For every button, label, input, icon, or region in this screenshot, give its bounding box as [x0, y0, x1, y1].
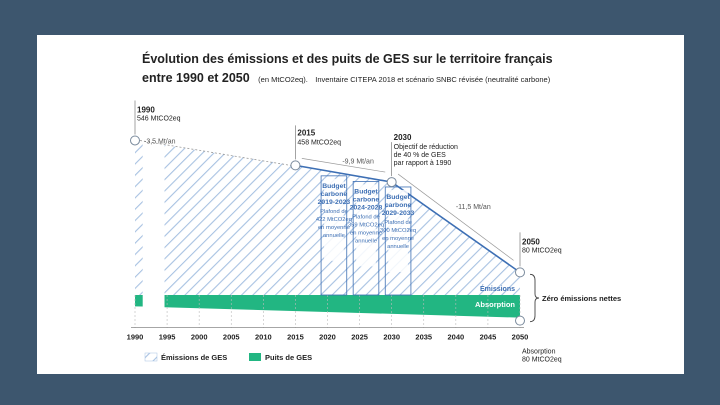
annotation-year-2030: 2030 — [394, 133, 412, 142]
absorption-band-segment — [135, 295, 143, 307]
annotation-note-2030: Objectif de réduction — [394, 144, 458, 151]
x-tick-label: 2050 — [512, 333, 529, 342]
budget-detail: Plafond de — [384, 220, 412, 226]
annotation-year-2015: 2015 — [297, 128, 315, 137]
subtitle-main: entre 1990 et 2050 — [142, 71, 250, 85]
budget-title: Budget — [354, 188, 378, 195]
budget-title: 2024-2028 — [350, 204, 383, 211]
plot-area: 1990 1995 2000 2005 2010 2015 2020 2025 2030 2035… — [127, 100, 621, 364]
x-tick-label: 2010 — [255, 333, 272, 342]
chart-subtitle: entre 1990 et 2050 (en MtCO2eq). Inventa… — [142, 69, 551, 86]
trend-arrow-1990 — [139, 140, 291, 166]
absorption-note-label: Absorption — [522, 349, 556, 356]
emissions-chart: Évolution des émissions et des puits de … — [127, 51, 622, 364]
x-tick-label: 1995 — [159, 333, 176, 342]
budget-title: Budget — [322, 183, 346, 190]
data-point-marker — [515, 267, 525, 278]
data-point-marker — [290, 160, 301, 171]
budget-detail: en moyenne — [350, 230, 382, 236]
legend-swatch — [144, 352, 158, 362]
budget-box — [320, 175, 348, 296]
absorption-band — [164, 295, 520, 318]
budget-title: 2019-2023 — [318, 199, 351, 206]
x-tick-label: 2005 — [223, 333, 240, 342]
net-zero-label: Zéro émissions nettes — [542, 294, 621, 303]
budget-box — [384, 186, 412, 296]
x-tick-label: 2045 — [480, 333, 497, 342]
subtitle-unit: (en MtCO2eq). — [258, 75, 308, 84]
budget-detail: 300 MtCO2eq — [380, 228, 416, 234]
budget-title: carbone — [385, 202, 412, 209]
chart-title: Évolution des émissions et des puits de … — [142, 51, 553, 66]
series-label-emissions: Émissions — [480, 284, 515, 293]
budget-detail: en moyenne — [318, 225, 350, 231]
x-tick-label: 2030 — [383, 333, 400, 342]
budget-label-bg — [356, 184, 376, 267]
chart-card: Évolution des émissions et des puits de … — [37, 35, 684, 374]
absorption-note-value: 80 MtCO2eq — [522, 357, 562, 364]
budget-label-bg — [388, 189, 408, 272]
budget-title: Budget — [386, 194, 410, 201]
x-tick-label: 2025 — [351, 333, 368, 342]
budget-detail: annuelle — [355, 238, 377, 244]
x-tick-label: 2015 — [287, 333, 304, 342]
budget-label-bg — [324, 178, 344, 261]
annotation-value-2050: 80 MtCO2eq — [522, 247, 562, 254]
budget-title: carbone — [353, 196, 380, 203]
budget-box — [352, 181, 380, 296]
annotation-year-2050: 2050 — [522, 237, 540, 246]
emissions-area-segment — [135, 140, 143, 295]
legend-swatch — [249, 353, 261, 361]
budget-detail: annuelle — [323, 233, 345, 239]
trend-arrow-2030 — [397, 173, 514, 261]
annotation-rate-2015: -9,9 Mt/an — [342, 158, 374, 165]
legend-label: Émissions de GES — [161, 353, 227, 362]
series-label-absorption: Absorption — [475, 300, 515, 309]
absorption-marker — [515, 315, 525, 326]
budget-title: carbone — [321, 191, 348, 198]
budget-detail: 359 MtCO2eq — [348, 222, 384, 228]
annotation-rate-2030: -11,5 Mt/an — [456, 204, 491, 211]
budget-detail: annuelle — [387, 244, 409, 250]
x-tick-label: 2020 — [319, 333, 336, 342]
budget-detail: 422 MtCO2eq — [316, 217, 352, 223]
annotation-year-1990: 1990 — [137, 105, 155, 114]
budget-title: 2029-2033 — [382, 210, 415, 217]
legend-label: Puits de GES — [265, 353, 312, 362]
annotation-note-2030: de 40 % de GES — [394, 152, 446, 159]
net-zero-bracket — [529, 273, 540, 323]
x-tick-label: 2000 — [191, 333, 208, 342]
annotation-rate-1990: -3,5 Mt/an — [144, 138, 176, 145]
data-point-marker — [130, 135, 140, 146]
subtitle-source: Inventaire CITEPA 2018 et scénario SNBC … — [315, 75, 550, 84]
annotation-value-2015: 458 MtCO2eq — [297, 139, 341, 146]
annotation-value-1990: 546 MtCO2eq — [137, 115, 181, 122]
data-point-marker — [386, 177, 397, 188]
budget-detail: Plafond de — [352, 214, 380, 220]
x-tick-label: 2035 — [415, 333, 432, 342]
x-tick-label: 1990 — [127, 333, 144, 342]
trend-arrow-2015 — [301, 158, 386, 173]
budget-detail: Plafond de — [320, 209, 348, 215]
budget-detail: en moyenne — [382, 236, 414, 242]
x-tick-label: 2040 — [447, 333, 464, 342]
annotation-note-2030: par rapport à 1990 — [394, 160, 452, 167]
